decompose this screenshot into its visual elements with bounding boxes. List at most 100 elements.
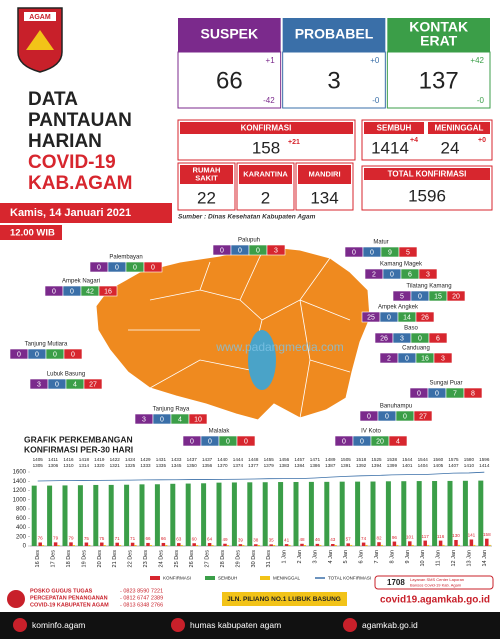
- region-name: Lubuk Basung: [47, 372, 85, 378]
- data-label: 116: [437, 534, 445, 539]
- konfirmasi-label: KONFIRMASI: [241, 124, 292, 133]
- data-label: 1387: [325, 463, 336, 468]
- card-up: +1: [266, 56, 276, 65]
- region-value: 0: [360, 438, 364, 445]
- map-borders: [128, 251, 351, 419]
- bar: [216, 482, 222, 546]
- region-value: 6: [436, 335, 440, 342]
- bar: [350, 544, 353, 546]
- region-value: 26: [421, 314, 429, 321]
- data-label: 1444: [233, 457, 244, 462]
- data-label: 1305: [33, 463, 44, 468]
- data-label: 1379: [264, 463, 275, 468]
- bar: [231, 482, 237, 546]
- data-label: 1314: [79, 463, 90, 468]
- card-value: 66: [216, 67, 243, 94]
- logo-banner: [24, 12, 56, 21]
- region-cell: [143, 261, 163, 273]
- date: Kamis, 14 Januari 2021: [10, 207, 131, 219]
- y-tick-label: 1000: [13, 497, 27, 503]
- region-value: 0: [403, 413, 407, 420]
- region-value: 0: [244, 438, 248, 445]
- bar: [324, 481, 330, 546]
- region-value: 0: [133, 264, 137, 271]
- sms-box: [374, 575, 494, 590]
- bar: [411, 544, 414, 546]
- time-strip: [0, 225, 62, 240]
- total-value: 1596: [408, 186, 446, 205]
- bar: [69, 542, 73, 546]
- sms-text: Layanan SMS Center Laporan: [410, 577, 464, 582]
- data-label: 1431: [156, 457, 167, 462]
- region-value: 0: [220, 247, 224, 254]
- bar: [139, 484, 145, 546]
- care-header: [239, 165, 292, 184]
- bar: [103, 544, 106, 546]
- card-header: [282, 18, 386, 52]
- y-tick-label: 200: [16, 534, 27, 540]
- data-label: 1306: [48, 463, 59, 468]
- region-value: 0: [160, 416, 164, 423]
- meninggal-delta: +0: [478, 137, 486, 144]
- x-tick-label: 6 Jan: [359, 550, 365, 563]
- data-label: 74: [361, 536, 367, 541]
- region-cell: [266, 244, 286, 256]
- data-label: 1333: [140, 463, 151, 468]
- region-value: 0: [342, 438, 346, 445]
- bar: [416, 481, 422, 546]
- chart-title: GRAFIK PERKEMBANGAN: [24, 434, 133, 444]
- region-value: 0: [418, 293, 422, 300]
- bar: [223, 543, 227, 546]
- data-label: 1325: [125, 463, 136, 468]
- region-value: 0: [115, 264, 119, 271]
- region-value: 3: [274, 247, 278, 254]
- region-value: 7: [453, 390, 457, 397]
- data-label: 1392: [356, 463, 367, 468]
- bar: [185, 483, 191, 546]
- bar: [478, 480, 484, 546]
- data-label: 1437: [187, 457, 198, 462]
- chart-title: KONFIRMASI PER-30 HARI: [24, 444, 133, 454]
- data-label: 82: [376, 535, 382, 540]
- region-value: 0: [52, 288, 56, 295]
- x-tick-label: 7 Jan: [374, 550, 380, 563]
- bar: [331, 544, 335, 546]
- region-value: 3: [441, 355, 445, 362]
- data-label: 1560: [433, 457, 444, 462]
- region-value: 0: [226, 438, 230, 445]
- data-label: 1370: [217, 463, 228, 468]
- region-value: 16: [104, 288, 112, 295]
- region-name: Malalak: [209, 429, 231, 435]
- x-tick-label: 20 Des: [97, 550, 103, 568]
- bar: [377, 542, 381, 546]
- region-value: 0: [352, 249, 356, 256]
- data-label: 63: [176, 536, 182, 541]
- x-tick-label: 24 Des: [158, 550, 164, 568]
- x-tick-label: 25 Des: [174, 550, 180, 568]
- data-label: 130: [452, 533, 460, 538]
- bar: [288, 544, 291, 546]
- bar: [381, 544, 383, 546]
- data-label: 1384: [294, 463, 305, 468]
- bar: [93, 484, 99, 546]
- x-tick-label: 30 Des: [251, 550, 257, 568]
- bar: [47, 485, 53, 546]
- region-value: 20: [376, 438, 384, 445]
- region-value: 0: [97, 264, 101, 271]
- data-label: 1448: [248, 457, 259, 462]
- region-cell: [413, 410, 433, 422]
- region-value: 27: [89, 381, 97, 388]
- data-label: 71: [130, 536, 136, 541]
- data-label: 1456: [279, 457, 290, 462]
- bar: [115, 542, 119, 546]
- care-label: MANDIRI: [308, 169, 340, 178]
- card-value: 137: [419, 67, 459, 94]
- logo-text: AGAM: [29, 14, 51, 21]
- y-tick-label: 1400: [13, 479, 27, 485]
- map-labels: Palupuh 0 0 0 3 Palembayan 0 0 0 0 Ampek Nagari 0 0 4…: [9, 238, 483, 447]
- region-value: 0: [53, 351, 57, 358]
- data-label: 79: [53, 536, 59, 541]
- x-tick-label: 28 Des: [220, 550, 226, 568]
- x-tick-label: 22 Des: [128, 550, 134, 568]
- sms-text: Bansos Covid-19 Kab. Agam: [410, 583, 462, 588]
